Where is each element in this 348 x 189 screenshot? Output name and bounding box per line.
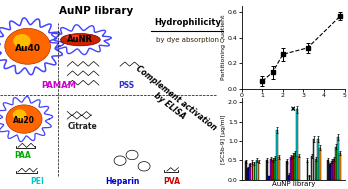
Bar bbox=[333, 160, 335, 180]
Ellipse shape bbox=[65, 35, 84, 40]
Bar bbox=[331, 161, 333, 180]
Bar bbox=[317, 139, 318, 180]
Ellipse shape bbox=[61, 34, 100, 46]
Bar bbox=[254, 163, 255, 180]
Text: Au40: Au40 bbox=[15, 44, 41, 53]
Text: AuNR: AuNR bbox=[68, 35, 94, 44]
Bar bbox=[307, 160, 308, 180]
Bar bbox=[296, 109, 298, 180]
X-axis label: AuNP library: AuNP library bbox=[271, 181, 315, 187]
Text: Heparin: Heparin bbox=[105, 177, 140, 186]
Bar bbox=[309, 176, 310, 180]
Text: Citrate: Citrate bbox=[68, 122, 98, 131]
Circle shape bbox=[13, 109, 26, 120]
Bar bbox=[272, 160, 274, 180]
Text: PAMAM: PAMAM bbox=[41, 81, 76, 91]
Bar bbox=[339, 153, 341, 180]
Bar bbox=[319, 148, 321, 180]
Bar bbox=[252, 162, 253, 180]
Bar bbox=[274, 158, 276, 180]
Text: Hydrophilicity: Hydrophilicity bbox=[154, 18, 221, 27]
Bar bbox=[329, 164, 331, 180]
Text: PAA: PAA bbox=[14, 151, 31, 160]
Text: PSS: PSS bbox=[118, 81, 134, 91]
Text: by dye absorption: by dye absorption bbox=[156, 37, 219, 43]
Bar bbox=[258, 161, 260, 180]
Bar bbox=[292, 156, 294, 180]
Bar bbox=[315, 160, 317, 180]
Bar bbox=[335, 147, 337, 180]
Text: AuNP library: AuNP library bbox=[59, 6, 133, 16]
Y-axis label: [SC5b-9] [μg/ml]: [SC5b-9] [μg/ml] bbox=[221, 114, 227, 164]
Bar bbox=[270, 160, 272, 180]
Bar bbox=[266, 160, 268, 180]
Text: PEI: PEI bbox=[30, 177, 44, 186]
Bar bbox=[247, 168, 249, 180]
X-axis label: Surface area: Surface area bbox=[271, 99, 315, 105]
Bar bbox=[294, 153, 296, 180]
Text: PVA: PVA bbox=[163, 177, 180, 186]
Bar bbox=[290, 157, 292, 180]
Bar bbox=[276, 130, 278, 180]
Bar bbox=[250, 164, 251, 180]
Text: Complement activation
by ELISA: Complement activation by ELISA bbox=[128, 64, 218, 140]
Bar bbox=[268, 177, 270, 180]
Bar bbox=[255, 160, 258, 180]
Bar bbox=[245, 161, 247, 180]
Bar bbox=[288, 174, 290, 180]
Bar bbox=[313, 139, 315, 180]
Circle shape bbox=[13, 34, 31, 48]
Y-axis label: Partitioning Quotient: Partitioning Quotient bbox=[221, 15, 227, 80]
Bar bbox=[310, 156, 313, 180]
Bar bbox=[286, 161, 288, 180]
Circle shape bbox=[6, 105, 42, 133]
Bar bbox=[278, 157, 280, 180]
Bar bbox=[337, 137, 339, 180]
Text: Au20: Au20 bbox=[13, 116, 35, 125]
Circle shape bbox=[5, 28, 50, 64]
Bar bbox=[327, 160, 329, 180]
Bar bbox=[298, 156, 300, 180]
